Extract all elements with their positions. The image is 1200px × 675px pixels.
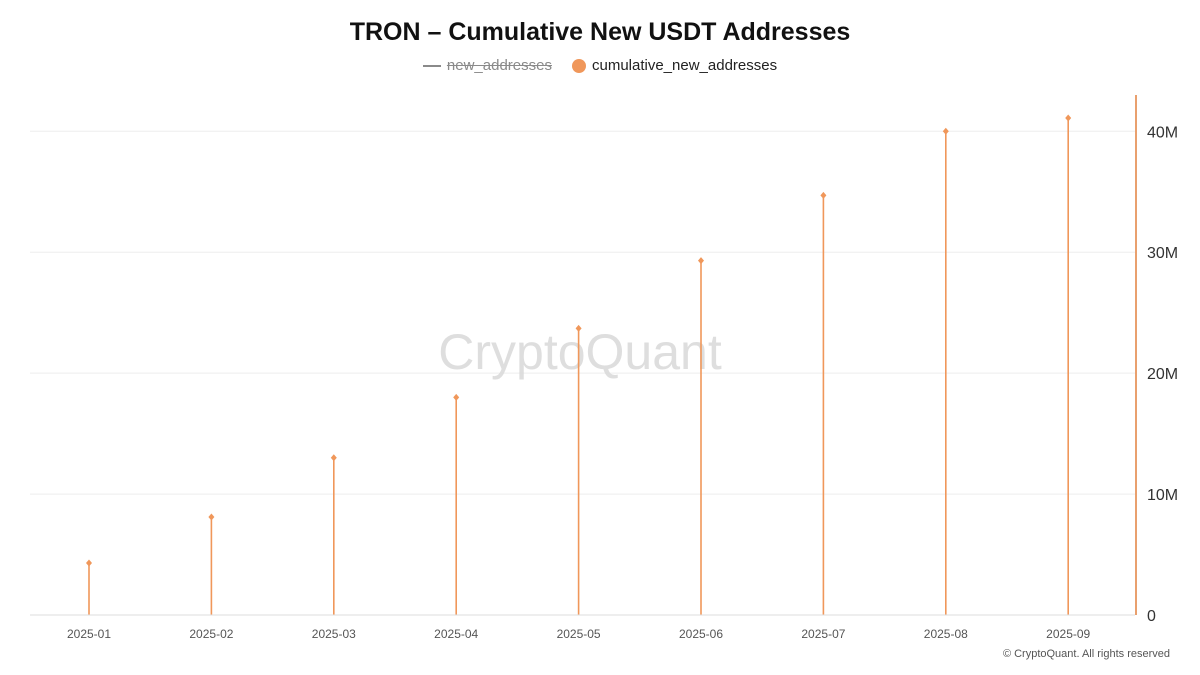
data-point[interactable]	[330, 454, 337, 462]
y-tick-label: 40M	[1147, 124, 1178, 141]
legend-line-marker	[422, 64, 441, 67]
legend: new_addresses cumulative_new_addresses	[0, 57, 1200, 74]
data-marks	[86, 114, 1072, 615]
x-tick-label: 2025-09	[1046, 627, 1090, 641]
data-point[interactable]	[820, 191, 827, 199]
data-point[interactable]	[575, 324, 582, 332]
x-tick-label: 2025-06	[679, 627, 723, 641]
data-point[interactable]	[1065, 114, 1072, 122]
grid-lines	[30, 130, 1135, 495]
x-tick-label: 2025-02	[189, 627, 233, 641]
y-tick-label: 10M	[1147, 487, 1178, 504]
legend-item-new-addresses[interactable]: new_addresses	[422, 57, 552, 74]
y-tick-label: 0	[1147, 608, 1156, 625]
x-axis-ticks: 2025-01 2025-02 2025-03 2025-04 2025-05 2025-…	[67, 627, 1091, 641]
y-tick-label: 20M	[1147, 366, 1178, 383]
x-tick-label: 2025-04	[434, 627, 478, 641]
data-point[interactable]	[453, 393, 460, 401]
data-point[interactable]	[86, 559, 92, 567]
legend-item-cumulative-new-addresses[interactable]: cumulative_new_addresses	[571, 57, 778, 74]
x-tick-label: 2025-07	[801, 627, 845, 641]
y-tick-label: 30M	[1147, 245, 1178, 262]
chart-title: TRON – Cumulative New USDT Addresses	[349, 18, 851, 46]
legend-dot-marker	[571, 58, 586, 73]
y-axis-ticks: 0 10M 20M 30M 40M	[1147, 124, 1178, 625]
data-point[interactable]	[698, 257, 704, 265]
watermark-logo: CryptoQuant	[438, 324, 722, 380]
legend-label-new-addresses: new_addresses	[446, 57, 552, 74]
legend-label-cumulative-new-addresses: cumulative_new_addresses	[591, 57, 778, 74]
x-tick-label: 2025-05	[557, 627, 601, 641]
data-point[interactable]	[942, 127, 949, 135]
data-point[interactable]	[208, 513, 215, 521]
x-tick-label: 2025-01	[67, 627, 111, 641]
x-tick-label: 2025-08	[924, 627, 968, 641]
copyright-notice: © CryptoQuant. All rights reserved	[1002, 648, 1170, 660]
x-tick-label: 2025-03	[312, 627, 356, 641]
